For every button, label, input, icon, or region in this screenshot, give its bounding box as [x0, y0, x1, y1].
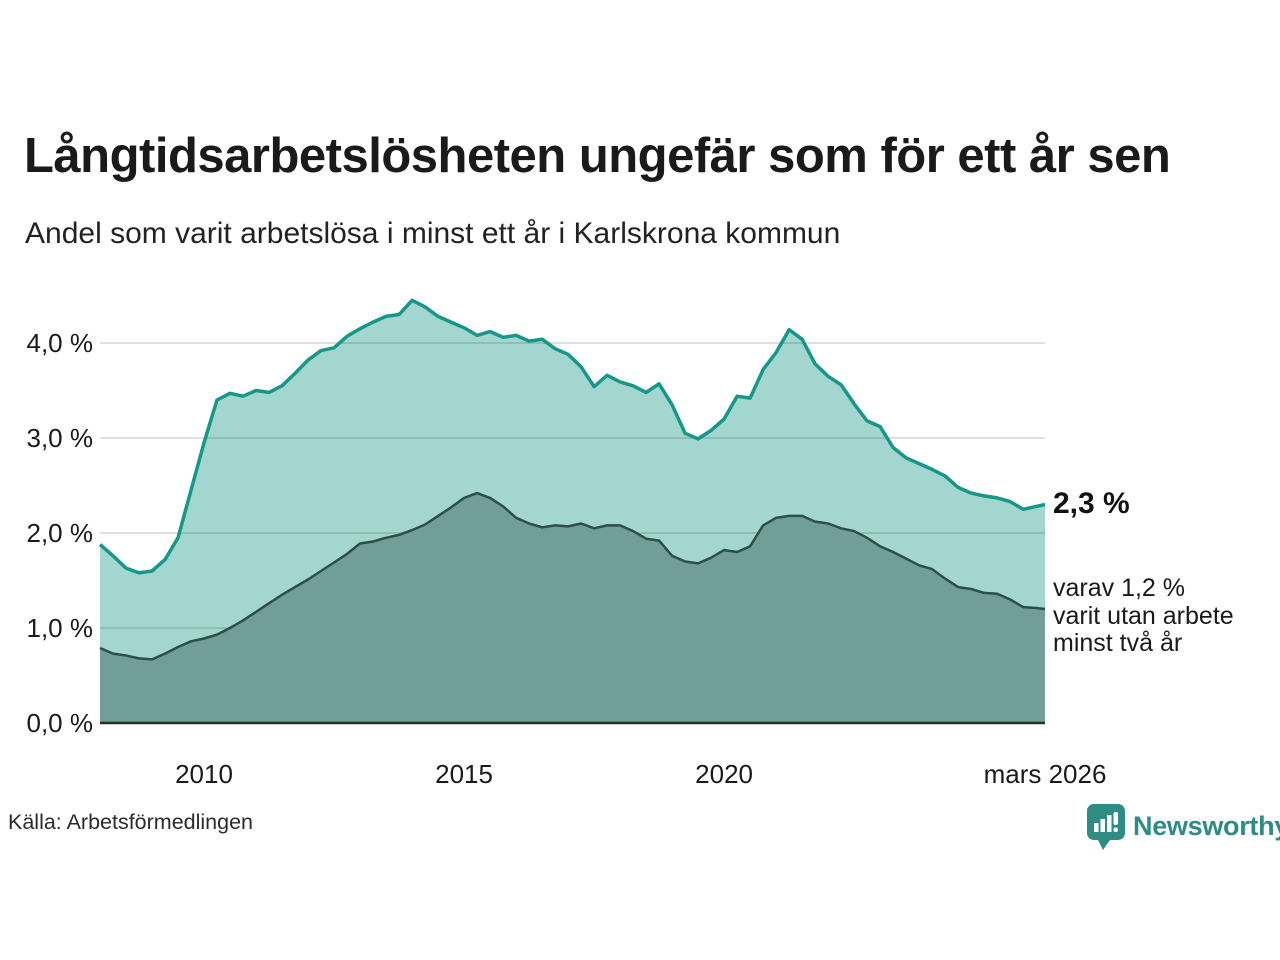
line-subset [99, 491, 1046, 661]
x-axis-tick-label: 2015 [435, 759, 493, 789]
line-total [98, 298, 1046, 575]
logo-bar-1 [1094, 823, 1099, 832]
series-end-value-subset: varav 1,2 % varit utan arbete minst två … [1053, 574, 1234, 657]
area-chart: 0,0 % 1,0 % 2,0 % 3,0 % 4,0 % 2010 2015 2020 mar… [27, 298, 1107, 789]
source-note: Källa: Arbetsförmedlingen [8, 810, 254, 834]
logo-bar-2 [1100, 819, 1105, 832]
y-axis-tick-label: 4,0 % [27, 328, 94, 358]
y-axis-tick-label: 0,0 % [27, 708, 94, 738]
logo-bar-3 [1107, 815, 1112, 832]
x-axis-tick-label: 2010 [175, 759, 233, 789]
newsworthy-bubble-icon [1087, 804, 1125, 850]
area-fill-subset [100, 493, 1045, 723]
y-axis-tick-label: 1,0 % [27, 613, 94, 643]
logo-exclamation-dot [1113, 827, 1118, 832]
chart-title: Långtidsarbetslösheten ungefär som för e… [24, 129, 1171, 183]
y-axis-tick-label: 2,0 % [27, 518, 94, 548]
brand-logo: Newsworthy [1087, 804, 1280, 852]
brand-wordmark: Newsworthy [1133, 811, 1280, 841]
x-axis-tick-label: mars 2026 [984, 759, 1107, 789]
logo-exclamation-stem [1113, 812, 1118, 825]
y-axis-tick-label: 3,0 % [27, 423, 94, 453]
chart-subtitle: Andel som varit arbetslösa i minst ett å… [25, 217, 841, 250]
x-axis-tick-label: 2020 [695, 759, 753, 789]
series-end-value-total: 2,3 % [1053, 487, 1130, 520]
